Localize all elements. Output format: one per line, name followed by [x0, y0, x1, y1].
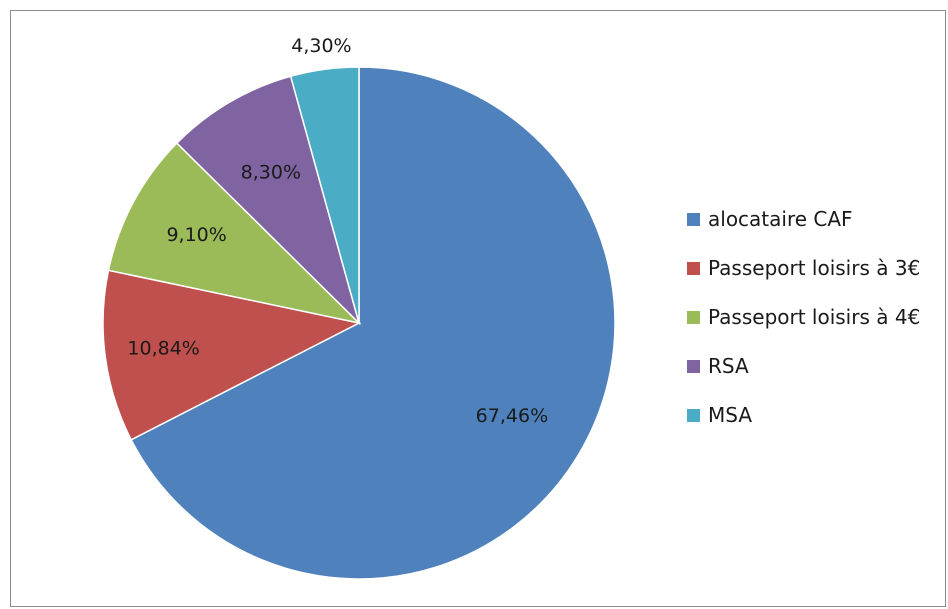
- pie-slice-1: [130, 66, 616, 580]
- legend: alocataire CAF Passeport loisirs à 3€ Pass…: [687, 207, 920, 452]
- legend-label: Passeport loisirs à 3€: [708, 256, 921, 280]
- legend-label: Passeport loisirs à 4€: [708, 305, 921, 329]
- legend-swatch: [687, 261, 700, 275]
- legend-swatch: [687, 310, 700, 324]
- legend-swatch: [687, 359, 700, 373]
- legend-label: alocataire CAF: [708, 207, 853, 231]
- slice-data-label-4: 8,30%: [241, 161, 301, 183]
- chart-frame: 67,46% 10,84% 9,10% 8,30% 4,30% alocataire C…: [10, 10, 946, 607]
- legend-item-4: RSA: [687, 354, 920, 378]
- pie-chart: 67,46% 10,84% 9,10% 8,30% 4,30%: [102, 35, 616, 580]
- legend-label: MSA: [708, 403, 753, 427]
- pie-slice-5: [289, 66, 360, 324]
- slice-data-label-3: 9,10%: [166, 224, 226, 246]
- slice-data-label-2: 10,84%: [127, 338, 199, 360]
- slice-data-label-5: 4,30%: [291, 35, 351, 57]
- pie-slice-2: [102, 269, 362, 441]
- legend-item-3: Passeport loisirs à 4€: [687, 305, 920, 329]
- legend-swatch: [687, 408, 700, 422]
- pie-slice-3: [107, 142, 362, 325]
- legend-swatch: [687, 212, 700, 226]
- legend-item-5: MSA: [687, 403, 920, 427]
- legend-label: RSA: [708, 354, 749, 378]
- legend-item-1: alocataire CAF: [687, 207, 920, 231]
- pie-slice-4: [175, 75, 361, 326]
- legend-item-2: Passeport loisirs à 3€: [687, 256, 920, 280]
- slice-data-label-1: 67,46%: [476, 405, 548, 427]
